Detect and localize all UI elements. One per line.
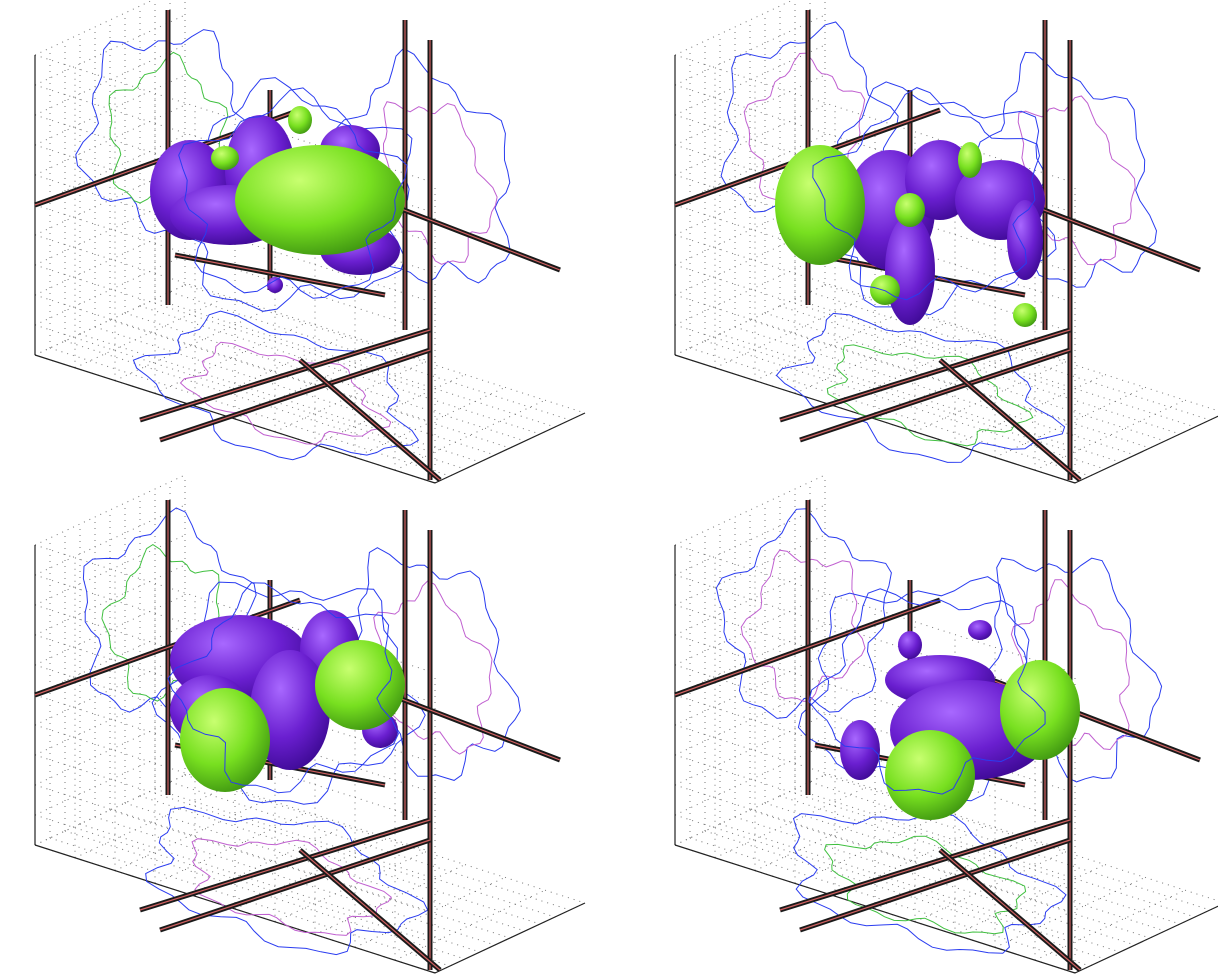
green-blob — [235, 145, 405, 255]
green-blob — [288, 106, 312, 134]
grid-line — [825, 775, 1218, 903]
grid-line — [140, 306, 540, 434]
grid-line — [715, 788, 865, 858]
grid-line — [115, 311, 265, 381]
crosshair-core — [140, 330, 430, 420]
green-blob — [180, 688, 270, 792]
crosshair-core — [780, 330, 1070, 420]
axis-line — [435, 903, 585, 973]
axis-line — [35, 845, 435, 973]
green-blob — [958, 142, 982, 178]
grid-line — [140, 796, 540, 924]
grid-line — [715, 298, 865, 368]
contour — [716, 509, 891, 719]
crosshair-core — [800, 840, 1070, 930]
grid-line — [750, 320, 1150, 448]
crosshair-core — [800, 350, 1070, 440]
contour — [146, 807, 428, 954]
grid-line — [170, 292, 570, 420]
panel — [675, 475, 1218, 973]
figure — [0, 0, 1218, 980]
purple-blob — [898, 631, 922, 659]
axis-line — [675, 355, 1075, 483]
green-blob — [885, 730, 975, 820]
grid-line — [170, 782, 570, 910]
grid-line — [780, 796, 1180, 924]
grid-line — [795, 813, 945, 883]
grid-line — [75, 788, 225, 858]
grid-line — [765, 803, 1165, 931]
green-blob — [895, 193, 925, 227]
contour — [777, 313, 1065, 462]
axis-line — [35, 355, 435, 483]
crosshair-core — [140, 820, 430, 910]
axis-line — [435, 413, 585, 483]
grid-line — [35, 0, 185, 55]
grid-line — [795, 323, 945, 393]
grid-line — [115, 801, 265, 871]
panel — [35, 475, 585, 973]
grid-line — [155, 323, 305, 393]
grid-line — [765, 313, 1165, 441]
green-blob — [775, 145, 865, 265]
purple-blob — [968, 620, 992, 640]
grid-line — [780, 306, 1180, 434]
green-blob — [211, 146, 239, 170]
green-blob — [1013, 303, 1037, 327]
grid-line — [75, 298, 225, 368]
grid-line — [125, 313, 525, 441]
grid-line — [110, 810, 510, 938]
purple-blob — [267, 277, 283, 293]
green-blob — [1000, 660, 1080, 760]
purple-blob — [885, 215, 935, 325]
grid-line — [755, 311, 905, 381]
page: (() => { const data = JSON.parse(documen… — [0, 0, 1218, 980]
grid-line — [125, 803, 525, 931]
grid-line — [110, 320, 510, 448]
green-blob — [870, 275, 900, 305]
panel — [35, 0, 585, 483]
crosshair-core — [780, 820, 1070, 910]
green-blob — [315, 640, 405, 730]
crosshair-core — [160, 840, 430, 930]
grid-line — [750, 810, 1150, 938]
grid-line — [810, 782, 1210, 910]
panel — [675, 0, 1218, 483]
grid-line — [755, 801, 905, 871]
contour — [181, 342, 391, 444]
contour — [741, 550, 865, 701]
grid-line — [675, 0, 825, 55]
